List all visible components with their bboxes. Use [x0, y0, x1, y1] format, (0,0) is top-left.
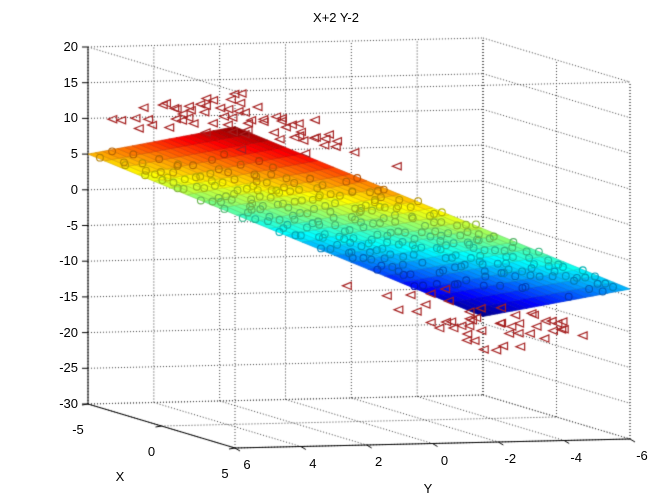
- x-tick-label: -5: [72, 422, 84, 437]
- z-tick-label: 5: [70, 146, 78, 162]
- y-tick-label: 6: [243, 457, 251, 472]
- z-tick-label: -10: [59, 253, 78, 269]
- z-tick-label: -15: [59, 288, 78, 304]
- y-tick-label: -4: [570, 449, 582, 465]
- y-axis-label: Y: [423, 481, 433, 496]
- x-tick-label: 0: [147, 444, 156, 459]
- y-tick-label: 4: [309, 455, 317, 471]
- y-tick-label: 2: [375, 454, 383, 469]
- z-tick-label: 0: [70, 181, 78, 197]
- y-tick-label: 0: [440, 452, 449, 468]
- x-axis-label: X: [115, 469, 125, 484]
- y-tick-label: -6: [636, 448, 648, 463]
- x-tick-label: 5: [221, 466, 229, 481]
- z-tick-label: 15: [63, 74, 78, 90]
- z-tick-label: 20: [63, 39, 78, 54]
- chart-title: X+2 Y-2: [313, 10, 359, 25]
- z-tick-label: -5: [66, 217, 78, 233]
- z-tick-label: -30: [59, 396, 78, 411]
- z-tick-label: -25: [59, 360, 78, 376]
- z-tick-label: 10: [63, 110, 78, 126]
- y-tick-label: -2: [504, 451, 517, 466]
- z-tick-label: -20: [59, 324, 78, 340]
